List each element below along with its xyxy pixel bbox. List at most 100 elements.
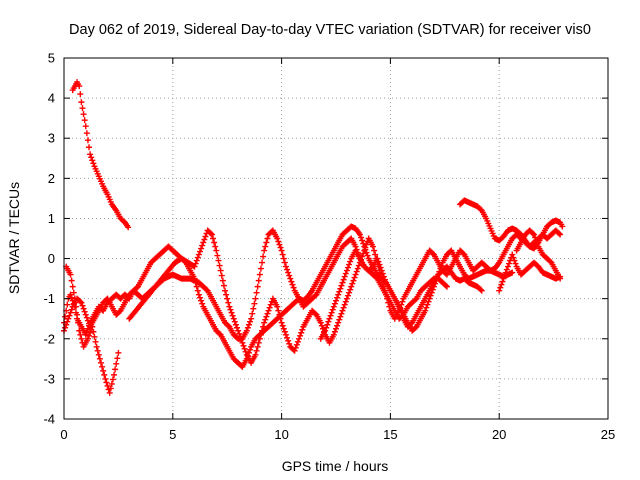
data-point: [95, 351, 102, 358]
data-point: [64, 301, 71, 308]
data-point: [334, 322, 341, 329]
data-point: [250, 305, 257, 312]
data-point: [284, 334, 291, 341]
data-point: [75, 319, 82, 326]
data-point: [276, 241, 283, 248]
data-point: [282, 263, 289, 270]
data-point: [342, 270, 349, 277]
data-point: [100, 367, 107, 374]
data-point: [438, 262, 445, 269]
data-point: [239, 339, 246, 346]
y-axis-label: SDTVAR / TECUs: [6, 182, 22, 294]
data-point: [202, 233, 209, 240]
data-point: [329, 306, 336, 313]
data-point: [330, 331, 337, 338]
data-point: [266, 304, 273, 311]
data-point: [94, 347, 101, 354]
data-point: [531, 231, 538, 238]
data-point: [133, 284, 140, 291]
data-point: [381, 276, 388, 283]
data-point: [347, 258, 354, 265]
data-point: [429, 250, 436, 257]
data-point: [318, 322, 325, 329]
data-point: [360, 250, 367, 257]
data-point: [505, 260, 512, 267]
data-point: [344, 292, 351, 299]
data-point: [436, 268, 443, 275]
data-point: [210, 235, 217, 242]
x-tick-label: 25: [601, 427, 615, 442]
data-point: [261, 319, 268, 326]
data-point: [275, 238, 282, 245]
data-point: [216, 330, 223, 337]
data-point: [434, 274, 441, 281]
data-point: [294, 338, 301, 345]
data-point: [66, 312, 73, 319]
data-point: [331, 328, 338, 335]
data-point: [330, 303, 337, 310]
data-point: [96, 355, 103, 362]
data-point: [286, 340, 293, 347]
data-point: [359, 237, 366, 244]
data-point: [191, 263, 198, 270]
data-point: [83, 314, 90, 321]
data-point: [350, 277, 357, 284]
data-point: [280, 255, 287, 262]
data-point: [248, 315, 255, 322]
data-point: [477, 286, 484, 293]
data-point: [198, 297, 205, 304]
data-point: [428, 289, 435, 296]
data-point: [358, 234, 365, 241]
data-point: [86, 332, 93, 339]
data-point: [379, 270, 386, 277]
data-point: [93, 343, 100, 350]
data-point: [92, 338, 99, 345]
data-point: [341, 273, 348, 280]
data-point: [62, 313, 69, 320]
data-point: [317, 319, 324, 326]
series-trace-d: [61, 227, 450, 342]
data-point: [277, 315, 284, 322]
data-point: [509, 269, 516, 276]
data-point: [113, 360, 120, 367]
data-point: [497, 284, 504, 291]
data-point: [426, 295, 433, 302]
y-tick-label: 3: [48, 131, 55, 146]
data-marks: [61, 79, 566, 396]
data-point: [312, 310, 319, 317]
series-trace-i: [513, 227, 564, 282]
data-point: [312, 292, 319, 299]
data-point: [333, 325, 339, 332]
data-point: [195, 291, 202, 298]
data-point: [335, 319, 342, 326]
data-point: [108, 380, 115, 387]
data-point: [351, 274, 358, 281]
data-point: [242, 348, 249, 355]
data-point: [288, 278, 295, 285]
data-point: [343, 267, 350, 274]
data-point: [78, 299, 85, 306]
data-point: [78, 335, 85, 342]
data-point: [278, 247, 285, 254]
data-point: [340, 276, 347, 283]
data-point: [199, 242, 206, 249]
data-point: [504, 263, 511, 270]
data-point: [67, 309, 74, 316]
data-point: [236, 330, 243, 337]
data-point: [111, 371, 118, 378]
data-point: [432, 280, 439, 287]
data-point: [251, 300, 258, 307]
data-point: [326, 315, 333, 322]
data-point: [82, 311, 89, 318]
data-point: [339, 307, 346, 314]
data-point: [99, 363, 106, 370]
data-point: [245, 321, 252, 328]
x-tick-label: 15: [383, 427, 397, 442]
data-point: [355, 262, 362, 269]
data-point: [199, 300, 206, 307]
data-point: [279, 251, 286, 258]
data-point: [253, 289, 260, 296]
data-point: [375, 258, 382, 265]
data-point: [338, 282, 345, 289]
data-point: [68, 277, 75, 284]
